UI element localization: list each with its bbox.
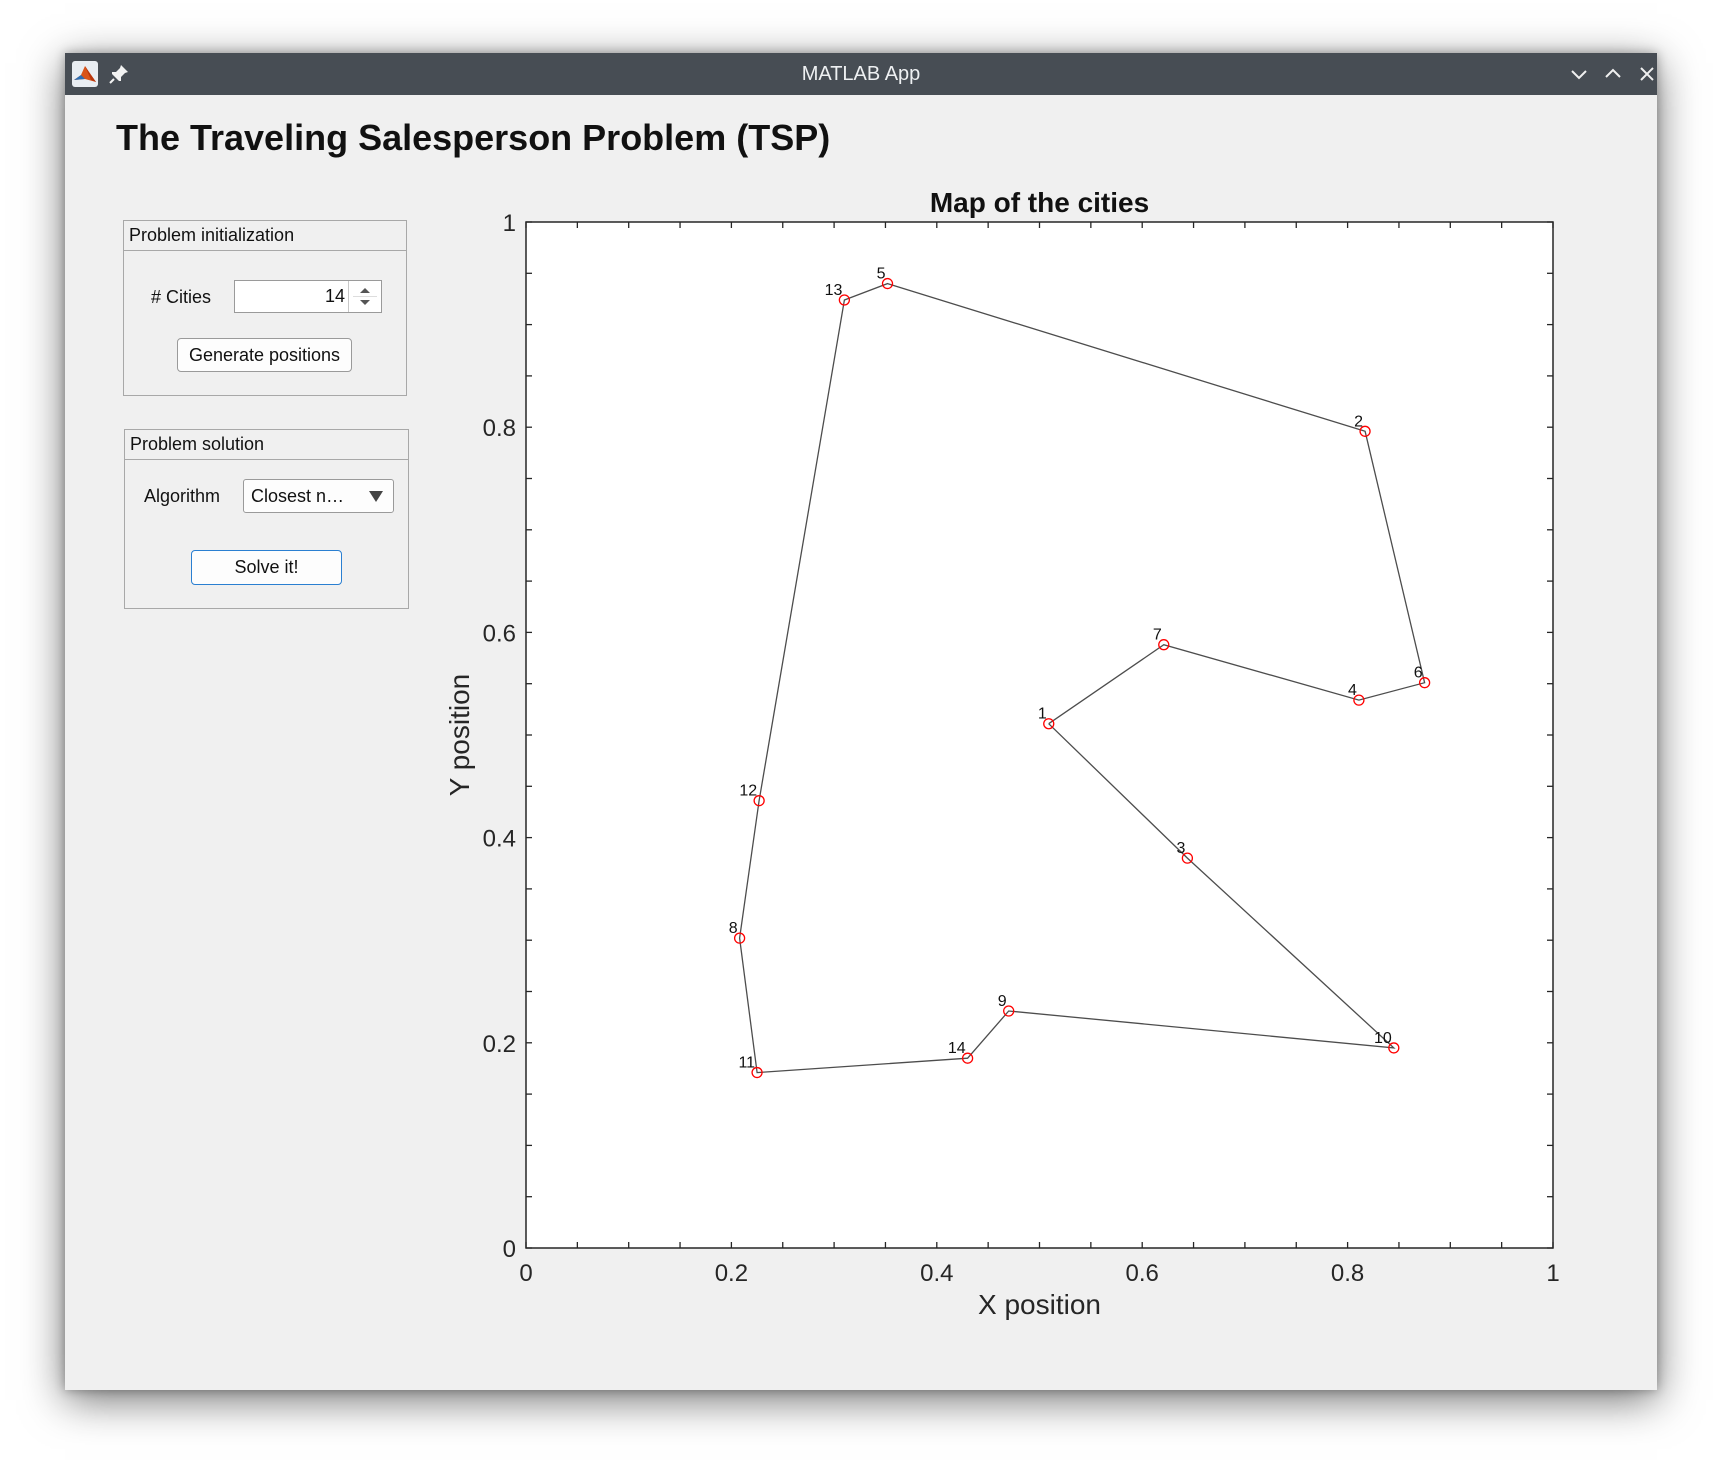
title-bar[interactable]: MATLAB App [65, 53, 1657, 95]
city-label: 7 [1153, 627, 1162, 644]
spinner-arrows [348, 281, 381, 312]
axes-box [525, 221, 1554, 1249]
city-label: 14 [948, 1040, 966, 1057]
x-tick-label: 1 [1546, 1260, 1559, 1287]
pin-icon[interactable] [105, 60, 133, 88]
city-marker [733, 932, 746, 944]
city-marker [1388, 1042, 1400, 1054]
city-label: 9 [998, 993, 1007, 1010]
spinner-up-down-icon[interactable] [349, 281, 381, 312]
chevron-down-icon [369, 491, 383, 502]
city-marker [881, 277, 894, 290]
chart-title: Map of the cities [930, 187, 1149, 218]
x-tick-label: 0.6 [1126, 1260, 1159, 1287]
city-label: 3 [1176, 840, 1185, 857]
solve-button[interactable]: Solve it! [191, 550, 342, 585]
city-label: 4 [1348, 682, 1357, 699]
y-tick-label: 0.4 [483, 826, 516, 853]
city-label: 10 [1374, 1030, 1392, 1047]
algorithm-dropdown[interactable]: Closest n… [243, 479, 394, 513]
city-label: 13 [825, 282, 843, 299]
problem-initialization-panel: Problem initialization # Cities 14 Gener… [123, 220, 407, 396]
close-icon[interactable] [1635, 62, 1659, 86]
city-marker [1158, 639, 1170, 651]
city-map-plot: 0 0.2 0.4 0.6 0.8 100.20.40.60.81X positionY … [444, 187, 1560, 1320]
city-marker [1418, 677, 1431, 689]
city-marker [1043, 718, 1055, 730]
y-tick-label: 0.8 [483, 415, 516, 442]
city-marker [1003, 1005, 1015, 1017]
matlab-logo-icon [72, 61, 98, 87]
app-window: MATLAB App The Traveling Salesperson Pro… [65, 53, 1657, 1390]
city-label: 11 [738, 1055, 755, 1072]
city-marker [753, 795, 765, 807]
x-axis-label: X position [978, 1289, 1101, 1320]
x-tick-label: 0.4 [920, 1260, 953, 1287]
problem-solution-panel: Problem solution Algorithm Closest n… So… [124, 429, 409, 609]
y-tick-label: 1 [503, 210, 516, 237]
city-marker [1359, 425, 1371, 437]
route-line [738, 282, 1426, 1074]
x-tick-label: 0 [519, 1260, 532, 1287]
maximize-icon[interactable] [1601, 62, 1625, 86]
city-label: 1 [1038, 706, 1047, 723]
cities-label: # Cities [151, 287, 212, 307]
cities-spinner[interactable]: 14 [234, 280, 382, 313]
panel-title: Problem solution [125, 430, 408, 460]
y-axis-label: Y position [444, 674, 475, 796]
city-marker [1181, 852, 1194, 864]
plot-area [526, 222, 1553, 1248]
app-title: The Traveling Salesperson Problem (TSP) [116, 117, 831, 158]
y-tick-label: 0.2 [483, 1031, 516, 1058]
minimize-icon[interactable] [1567, 62, 1591, 86]
x-tick-label: 0.8 [1331, 1260, 1364, 1287]
algorithm-label: Algorithm [144, 486, 221, 506]
x-tick-label: 0.2 [715, 1260, 748, 1287]
city-label: 12 [739, 783, 757, 800]
generate-positions-button[interactable]: Generate positions [177, 338, 352, 372]
city-marker [1353, 694, 1365, 706]
city-label: 5 [877, 266, 886, 283]
city-label: 8 [729, 920, 738, 937]
city-marker [751, 1066, 763, 1079]
algorithm-value: Closest n… [251, 486, 345, 506]
panel-title: Problem initialization [124, 221, 406, 251]
city-label: 6 [1414, 665, 1423, 682]
y-tick-label: 0.6 [483, 620, 516, 647]
city-marker [961, 1052, 974, 1064]
window-title: MATLAB App [801, 63, 921, 85]
cities-value[interactable]: 14 [324, 286, 345, 306]
y-tick-label: 0 [503, 1236, 516, 1263]
city-marker [838, 294, 851, 306]
city-label: 2 [1354, 413, 1363, 430]
